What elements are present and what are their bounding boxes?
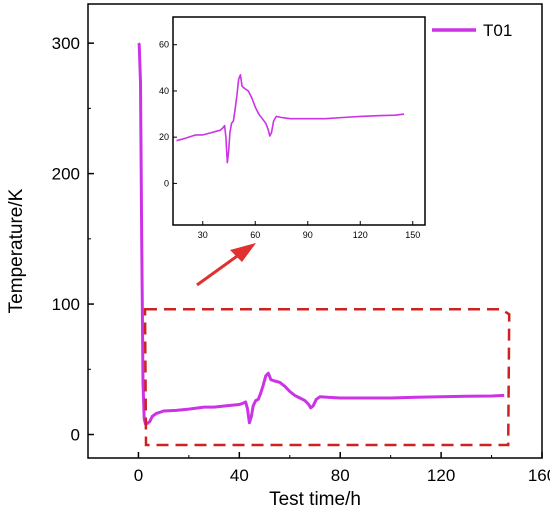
x-tick-label: 0 (134, 466, 143, 485)
x-tick-label: 80 (331, 466, 350, 485)
inset-y-tick-label: 0 (164, 178, 169, 188)
zoom-arrow-head (230, 243, 256, 262)
series-line-t01 (137, 42, 505, 426)
x-tick-label: 120 (427, 466, 455, 485)
inset-y-tick-label: 20 (159, 132, 169, 142)
legend: T01 (432, 21, 512, 40)
highlight-box (143, 308, 511, 447)
x-tick-label: 160 (528, 466, 550, 485)
inset-x-tick-label: 90 (303, 230, 313, 240)
inset-frame (172, 16, 426, 226)
y-tick-label: 100 (52, 295, 80, 314)
inset-x-tick-label: 60 (250, 230, 260, 240)
y-tick-label: 300 (52, 34, 80, 53)
inset-x-tick-label: 150 (405, 230, 420, 240)
x-tick-label: 40 (230, 466, 249, 485)
main-plot: 040801201600100200300Test time/hTemperat… (6, 3, 550, 510)
inset-x-tick-label: 120 (353, 230, 368, 240)
y-tick-label: 0 (71, 426, 80, 445)
inset-series-line-t01 (176, 74, 405, 164)
inset-y-tick-label: 40 (159, 86, 169, 96)
y-axis-title: Temperature/K (6, 188, 27, 313)
inset-y-tick-label: 60 (159, 40, 169, 50)
inset-plot: 30 60 90 120 150 0 20 40 60 (159, 16, 426, 240)
zoom-arrow-shaft (196, 252, 241, 287)
y-tick-label: 200 (52, 165, 80, 184)
plot-frame (87, 3, 543, 459)
legend-label-t01: T01 (483, 21, 512, 40)
x-axis-title: Test time/h (269, 489, 361, 510)
inset-x-tick-label: 30 (198, 230, 208, 240)
